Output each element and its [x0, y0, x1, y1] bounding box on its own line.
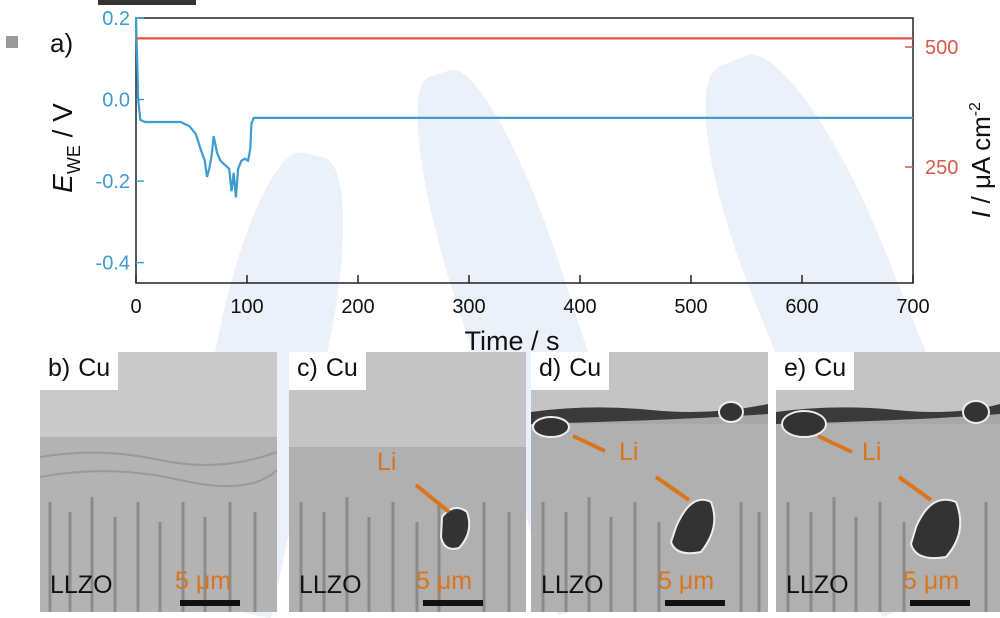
x-tick-label: 500	[674, 296, 707, 318]
x-tick-label: 100	[230, 296, 263, 318]
y-axis-left-label: EWE / V	[47, 103, 84, 193]
scale-bar	[665, 600, 725, 606]
llzo-label: LLZO	[786, 571, 849, 599]
li-label: Li	[862, 438, 882, 466]
scale-bar	[180, 600, 240, 606]
sem-image	[776, 352, 1000, 612]
scale-text: 5 μm	[658, 567, 715, 595]
y-tick-right-label: 250	[925, 157, 958, 179]
y-axis-right-label: I / μA cm-2	[966, 102, 996, 218]
scale-bar	[423, 600, 483, 606]
sem-panel-d: d) Cu Li LLZO 5 μm	[531, 352, 768, 612]
scale-text: 5 μm	[903, 567, 960, 595]
x-axis: 0 100 200 300 400 500 600 700	[130, 275, 930, 318]
header-rule	[98, 0, 196, 5]
llzo-label: LLZO	[299, 571, 362, 599]
panel-label-c: c) Cu	[289, 352, 366, 390]
panel-label-b: b) Cu	[40, 352, 119, 390]
y-axis-left: 0.2 0.0 -0.2 -0.4	[96, 8, 144, 275]
y-tick-left-label: -0.4	[96, 253, 130, 275]
chart-a: a) 0 100 200 300 400 500 600 700 0.2 0.0 -0.2 -0.4…	[47, 8, 996, 352]
li-label: Li	[377, 448, 397, 476]
y-tick-left-label: -0.2	[96, 171, 130, 193]
llzo-label: LLZO	[541, 571, 604, 599]
sem-image	[40, 352, 277, 612]
x-axis-label: Time / s	[464, 326, 559, 352]
sem-panel-c: c) Cu Li LLZO 5 μm	[289, 352, 526, 612]
y-axis-right: 500 250	[905, 37, 958, 179]
llzo-label: LLZO	[50, 571, 113, 599]
scale-bar	[910, 600, 970, 606]
scale-text: 5 μm	[416, 567, 473, 595]
li-label: Li	[619, 438, 639, 466]
series-line-1	[134, 17, 913, 198]
panel-label-e: e) Cu	[776, 352, 855, 390]
x-tick-label: 600	[785, 296, 818, 318]
y-tick-left-label: 0.0	[102, 90, 130, 112]
x-tick-label: 700	[896, 296, 929, 318]
y-tick-right-label: 500	[925, 37, 958, 59]
sem-panel-b: b) Cu LLZO 5 μm	[40, 352, 277, 612]
series-group	[134, 17, 913, 198]
sem-panel-e: e) Cu Li LLZO 5 μm	[776, 352, 1000, 612]
panel-label-d: d) Cu	[531, 352, 610, 390]
bullet-icon	[6, 36, 18, 48]
x-tick-label: 300	[452, 296, 485, 318]
x-tick-label: 0	[130, 296, 141, 318]
scale-text: 5 μm	[175, 567, 232, 595]
y-tick-left-label: 0.2	[102, 8, 130, 30]
x-tick-label: 200	[341, 296, 374, 318]
plot-frame	[135, 17, 914, 284]
x-tick-label: 400	[563, 296, 596, 318]
panel-label-a: a)	[50, 28, 73, 58]
